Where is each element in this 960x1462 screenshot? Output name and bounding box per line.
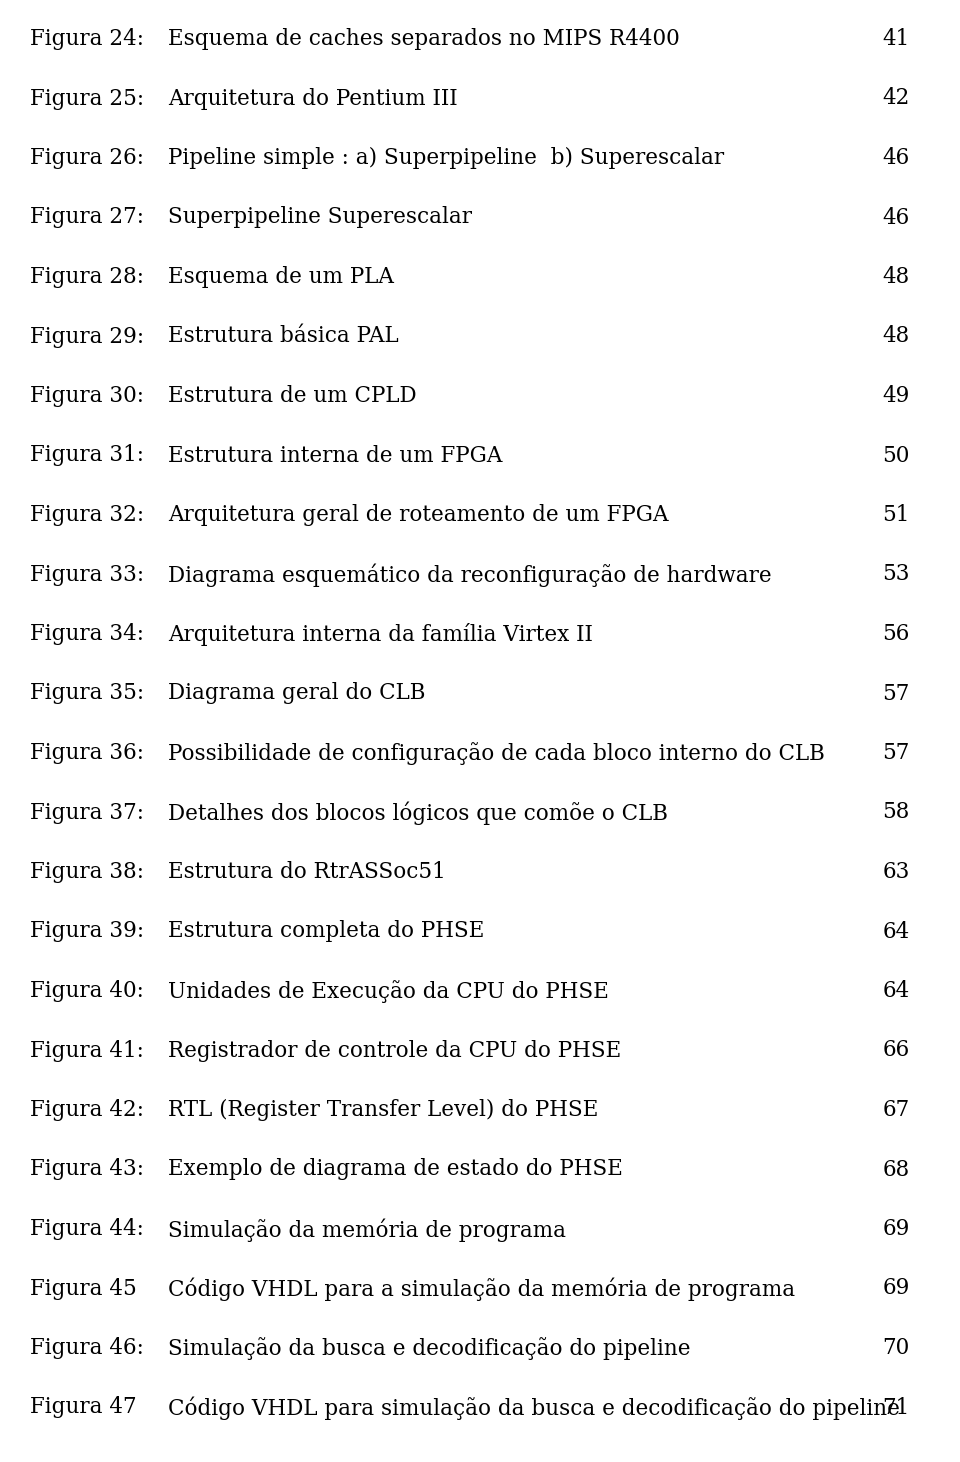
Text: Estrutura de um CPLD: Estrutura de um CPLD	[168, 385, 417, 406]
Text: Figura 29:: Figura 29:	[30, 326, 144, 348]
Text: Figura 33:: Figura 33:	[30, 563, 144, 585]
Text: Figura 31:: Figura 31:	[30, 444, 144, 466]
Text: Estrutura completa do PHSE: Estrutura completa do PHSE	[168, 921, 485, 943]
Text: 48: 48	[883, 326, 910, 348]
Text: Figura 35:: Figura 35:	[30, 683, 144, 705]
Text: 69: 69	[882, 1278, 910, 1300]
Text: Código VHDL para a simulação da memória de programa: Código VHDL para a simulação da memória …	[168, 1278, 795, 1301]
Text: Figura 44:: Figura 44:	[30, 1218, 144, 1240]
Text: Figura 39:: Figura 39:	[30, 921, 144, 943]
Text: 57: 57	[882, 683, 910, 705]
Text: 41: 41	[883, 28, 910, 50]
Text: Figura 38:: Figura 38:	[30, 861, 144, 883]
Text: Figura 24:: Figura 24:	[30, 28, 144, 50]
Text: Possibilidade de configuração de cada bloco interno do CLB: Possibilidade de configuração de cada bl…	[168, 743, 825, 765]
Text: 53: 53	[882, 563, 910, 585]
Text: Figura 45: Figura 45	[30, 1278, 136, 1300]
Text: RTL (Register Transfer Level) do PHSE: RTL (Register Transfer Level) do PHSE	[168, 1099, 598, 1121]
Text: 46: 46	[883, 206, 910, 228]
Text: Figura 27:: Figura 27:	[30, 206, 144, 228]
Text: 42: 42	[882, 88, 910, 110]
Text: Simulação da memória de programa: Simulação da memória de programa	[168, 1218, 566, 1241]
Text: Figura 28:: Figura 28:	[30, 266, 144, 288]
Text: Arquitetura geral de roteamento de um FPGA: Arquitetura geral de roteamento de um FP…	[168, 504, 668, 526]
Text: Figura 32:: Figura 32:	[30, 504, 144, 526]
Text: Pipeline simple : a) Superpipeline  b) Superescalar: Pipeline simple : a) Superpipeline b) Su…	[168, 148, 724, 170]
Text: Unidades de Execução da CPU do PHSE: Unidades de Execução da CPU do PHSE	[168, 980, 609, 1003]
Text: 70: 70	[883, 1338, 910, 1360]
Text: Figura 46:: Figura 46:	[30, 1338, 144, 1360]
Text: Figura 37:: Figura 37:	[30, 801, 144, 823]
Text: Simulação da busca e decodificação do pipeline: Simulação da busca e decodificação do pi…	[168, 1338, 690, 1360]
Text: Figura 26:: Figura 26:	[30, 148, 144, 170]
Text: 64: 64	[883, 980, 910, 1001]
Text: 49: 49	[882, 385, 910, 406]
Text: Estrutura interna de um FPGA: Estrutura interna de um FPGA	[168, 444, 502, 466]
Text: Código VHDL para simulação da busca e decodificação do pipeline: Código VHDL para simulação da busca e de…	[168, 1396, 900, 1420]
Text: Figura 25:: Figura 25:	[30, 88, 144, 110]
Text: Detalhes dos blocos lógicos que comõe o CLB: Detalhes dos blocos lógicos que comõe o …	[168, 801, 668, 825]
Text: 66: 66	[883, 1039, 910, 1061]
Text: Figura 40:: Figura 40:	[30, 980, 144, 1001]
Text: 64: 64	[883, 921, 910, 943]
Text: Registrador de controle da CPU do PHSE: Registrador de controle da CPU do PHSE	[168, 1039, 621, 1061]
Text: Figura 47: Figura 47	[30, 1396, 136, 1418]
Text: Estrutura básica PAL: Estrutura básica PAL	[168, 326, 398, 348]
Text: Figura 30:: Figura 30:	[30, 385, 144, 406]
Text: 51: 51	[882, 504, 910, 526]
Text: Arquitetura do Pentium III: Arquitetura do Pentium III	[168, 88, 458, 110]
Text: Superpipeline Superescalar: Superpipeline Superescalar	[168, 206, 472, 228]
Text: Figura 34:: Figura 34:	[30, 623, 144, 645]
Text: 57: 57	[882, 743, 910, 765]
Text: Figura 36:: Figura 36:	[30, 743, 144, 765]
Text: 46: 46	[883, 148, 910, 170]
Text: 67: 67	[883, 1099, 910, 1121]
Text: 58: 58	[882, 801, 910, 823]
Text: Figura 42:: Figura 42:	[30, 1099, 144, 1121]
Text: Diagrama geral do CLB: Diagrama geral do CLB	[168, 683, 425, 705]
Text: 71: 71	[883, 1396, 910, 1418]
Text: Diagrama esquemático da reconfiguração de hardware: Diagrama esquemático da reconfiguração d…	[168, 563, 772, 588]
Text: Arquitetura interna da família Virtex II: Arquitetura interna da família Virtex II	[168, 623, 593, 646]
Text: Exemplo de diagrama de estado do PHSE: Exemplo de diagrama de estado do PHSE	[168, 1158, 623, 1180]
Text: 56: 56	[882, 623, 910, 645]
Text: Esquema de um PLA: Esquema de um PLA	[168, 266, 394, 288]
Text: Estrutura do RtrASSoc51: Estrutura do RtrASSoc51	[168, 861, 445, 883]
Text: 63: 63	[882, 861, 910, 883]
Text: 68: 68	[883, 1158, 910, 1180]
Text: Figura 43:: Figura 43:	[30, 1158, 144, 1180]
Text: 48: 48	[883, 266, 910, 288]
Text: 50: 50	[882, 444, 910, 466]
Text: Figura 41:: Figura 41:	[30, 1039, 144, 1061]
Text: 69: 69	[882, 1218, 910, 1240]
Text: Esquema de caches separados no MIPS R4400: Esquema de caches separados no MIPS R440…	[168, 28, 680, 50]
